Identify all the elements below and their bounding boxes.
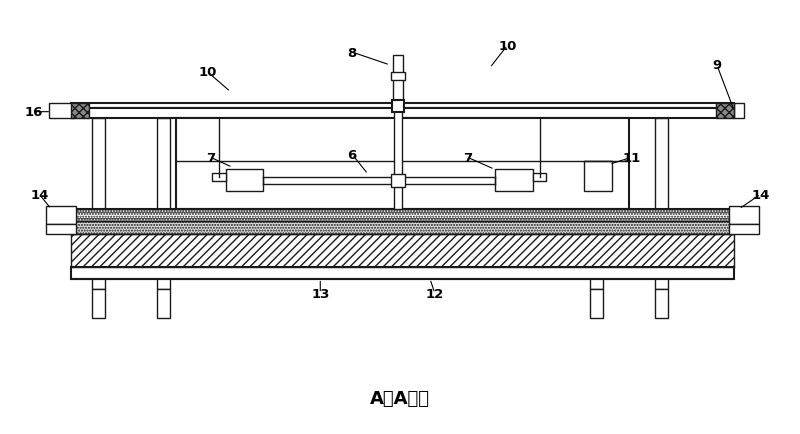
Bar — [71, 210, 734, 221]
Text: 14: 14 — [751, 188, 770, 201]
Bar — [71, 103, 734, 108]
Bar — [533, 174, 546, 182]
Bar — [92, 289, 105, 319]
Bar — [393, 56, 403, 103]
Bar — [92, 118, 105, 289]
Bar — [590, 289, 603, 319]
Bar — [734, 103, 744, 118]
Bar — [157, 289, 170, 319]
Bar — [391, 73, 405, 81]
Bar — [71, 103, 89, 118]
Bar — [729, 224, 758, 234]
Bar — [71, 267, 734, 279]
Bar — [46, 224, 76, 234]
Bar — [50, 103, 74, 118]
Text: 7: 7 — [206, 151, 215, 164]
Bar — [226, 170, 263, 192]
Text: 7: 7 — [463, 151, 472, 164]
Bar — [157, 118, 170, 289]
Bar — [71, 108, 734, 118]
Bar — [392, 101, 404, 112]
Bar — [71, 221, 734, 234]
Text: A－A视图: A－A视图 — [370, 389, 430, 407]
Bar — [590, 118, 603, 289]
Bar — [729, 207, 758, 224]
Text: 10: 10 — [498, 39, 517, 53]
Bar — [391, 175, 405, 188]
Bar — [212, 174, 226, 182]
Bar — [176, 118, 630, 210]
Bar — [655, 289, 668, 319]
Bar — [394, 103, 402, 210]
Text: 16: 16 — [24, 106, 42, 119]
Text: 12: 12 — [426, 287, 444, 300]
Bar — [71, 234, 734, 267]
Text: 13: 13 — [311, 287, 330, 300]
Text: 11: 11 — [622, 151, 640, 164]
Bar — [46, 207, 76, 224]
Text: 8: 8 — [347, 46, 357, 59]
Text: 9: 9 — [712, 59, 722, 72]
Bar — [655, 118, 668, 289]
Text: 10: 10 — [198, 66, 217, 79]
Text: 14: 14 — [30, 188, 49, 201]
Bar — [584, 162, 612, 192]
Text: 6: 6 — [347, 148, 357, 161]
Bar — [494, 170, 533, 192]
Bar — [716, 103, 734, 118]
